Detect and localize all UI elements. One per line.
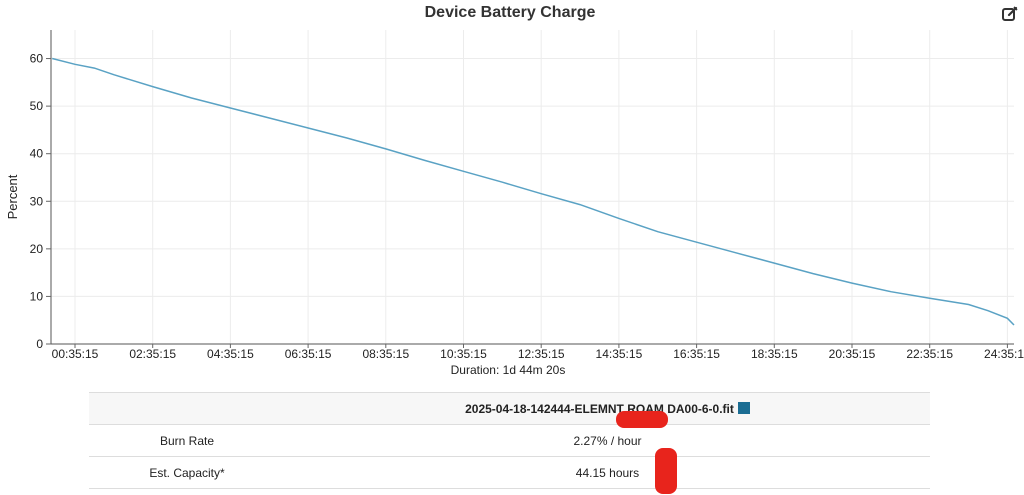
y-axis-label: Percent — [5, 174, 20, 219]
est-capacity-value: 44.15 hours — [285, 456, 930, 489]
y-tick-label: 50 — [30, 99, 44, 113]
redaction-mark — [616, 411, 668, 428]
x-tick-label: 16:35:15 — [673, 347, 720, 361]
stats-table: 2025-04-18-142444-ELEMNT ROAM DA00-6-0.f… — [89, 392, 930, 489]
x-axis-ticks: 00:35:15 02:35:15 04:35:15 06:35:15 08:35:15… — [52, 344, 1024, 361]
y-tick-label: 0 — [36, 337, 43, 351]
battery-chart: 0 10 20 30 40 50 60 00:35:15 02:35:15 04:35:15 06… — [5, 30, 1024, 377]
x-tick-label: 02:35:15 — [129, 347, 176, 361]
edit-button[interactable] — [1001, 5, 1019, 23]
x-tick-label: 08:35:15 — [362, 347, 409, 361]
x-axis-label: Duration: 1d 44m 20s — [451, 363, 566, 377]
x-tick-label: 18:35:15 — [751, 347, 798, 361]
x-tick-label: 04:35:15 — [207, 347, 254, 361]
stats-header-row: 2025-04-18-142444-ELEMNT ROAM DA00-6-0.f… — [89, 392, 930, 425]
burn-rate-value: 2.27% / hour — [285, 424, 930, 457]
y-tick-label: 10 — [30, 289, 44, 303]
x-tick-label: 14:35:15 — [596, 347, 643, 361]
x-tick-label: 00:35:15 — [52, 347, 99, 361]
chart-grid — [51, 30, 1014, 344]
x-tick-label: 24:35:15 — [984, 347, 1024, 361]
series-color-swatch[interactable] — [737, 401, 750, 414]
y-tick-label: 30 — [30, 194, 44, 208]
x-tick-label: 10:35:15 — [440, 347, 487, 361]
redaction-mark — [655, 448, 677, 494]
y-tick-label: 60 — [30, 52, 44, 66]
battery-series-line — [52, 57, 1015, 326]
file-name: 2025-04-18-142444-ELEMNT ROAM DA00-6-0.f… — [465, 401, 734, 416]
x-tick-label: 20:35:15 — [829, 347, 876, 361]
x-tick-label: 12:35:15 — [518, 347, 565, 361]
table-row: Est. Capacity* 44.15 hours — [89, 456, 930, 489]
chart-title: Device Battery Charge — [424, 4, 596, 21]
x-tick-label: 06:35:15 — [285, 347, 332, 361]
burn-rate-label: Burn Rate — [89, 424, 285, 457]
est-capacity-label: Est. Capacity* — [89, 456, 285, 489]
y-tick-label: 40 — [30, 147, 44, 161]
header-empty-cell — [89, 392, 285, 425]
chart-axes — [50, 30, 1014, 345]
y-tick-label: 20 — [30, 242, 44, 256]
y-axis-ticks: 0 10 20 30 40 50 60 — [30, 52, 51, 351]
table-row: Burn Rate 2.27% / hour — [89, 424, 930, 457]
edit-icon — [1002, 6, 1018, 21]
x-tick-label: 22:35:15 — [906, 347, 953, 361]
file-name-header: 2025-04-18-142444-ELEMNT ROAM DA00-6-0.f… — [285, 392, 930, 425]
